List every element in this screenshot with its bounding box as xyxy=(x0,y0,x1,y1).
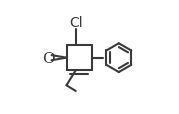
Text: Cl: Cl xyxy=(69,16,83,30)
Text: O: O xyxy=(42,51,54,65)
